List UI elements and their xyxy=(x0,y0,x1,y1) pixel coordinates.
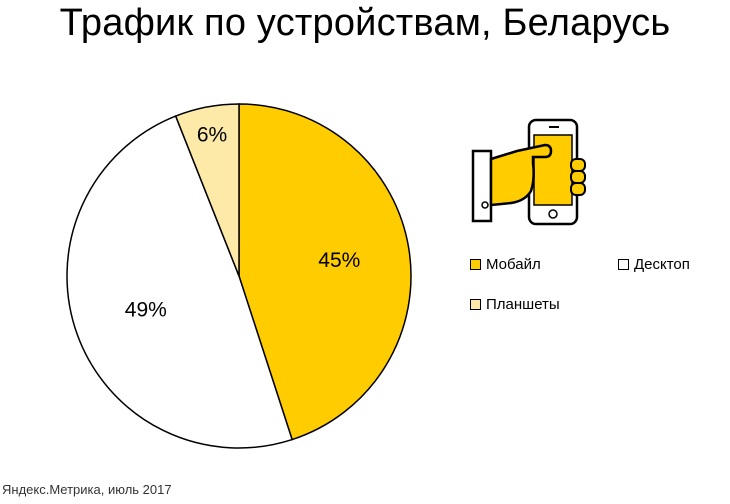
pie-label-mobile: 45% xyxy=(318,249,360,272)
legend-swatch-mobile xyxy=(470,259,481,270)
legend-swatch-tablets xyxy=(470,299,481,310)
legend-label-mobile: Мобайл xyxy=(486,256,541,273)
legend-item-desktop: Десктоп xyxy=(618,256,690,273)
pie-label-tablets: 6% xyxy=(197,124,227,147)
legend-item-mobile: Мобайл xyxy=(470,256,541,273)
source-note: Яндекс.Метрика, июль 2017 xyxy=(2,482,172,497)
hand-holding-phone-icon xyxy=(471,118,586,226)
pie-slice-desktop xyxy=(66,115,294,449)
legend-swatch-desktop xyxy=(618,259,629,270)
pie-slice-mobile xyxy=(238,103,412,441)
chart-title: Трафик по устройствам, Беларусь xyxy=(59,2,671,44)
legend-label-desktop: Десктоп xyxy=(634,256,690,273)
legend-label-tablets: Планшеты xyxy=(486,296,560,313)
legend-item-tablets: Планшеты xyxy=(470,296,560,313)
pie-slice-tablets xyxy=(174,103,240,277)
pie-label-desktop: 49% xyxy=(125,299,167,322)
